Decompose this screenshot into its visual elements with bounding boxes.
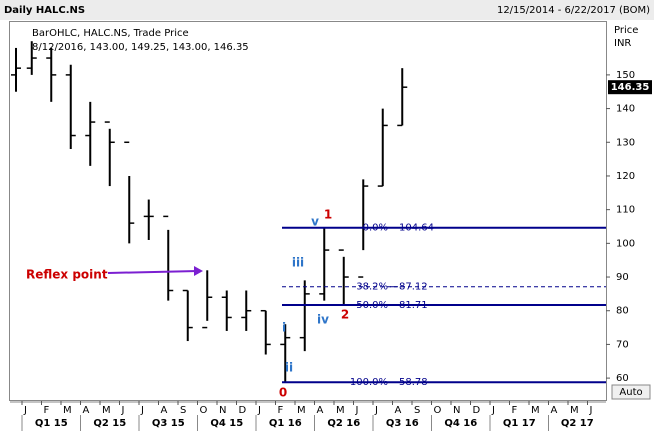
x-tick-label: J bbox=[355, 405, 359, 416]
x-tick-label: D bbox=[473, 405, 481, 416]
y-tick-label: 140 bbox=[616, 104, 635, 115]
fib-value: 81.71 bbox=[399, 300, 428, 311]
quarter-label: Q3 15 bbox=[152, 418, 185, 429]
auto-button-label[interactable]: Auto bbox=[619, 387, 642, 398]
y-axis-label: INR bbox=[614, 38, 631, 49]
wave-label: 0 bbox=[279, 386, 287, 400]
x-tick-label: J bbox=[140, 405, 144, 416]
y-axis-label: Price bbox=[614, 25, 638, 36]
x-tick-label: J bbox=[121, 405, 125, 416]
quarter-label: Q2 15 bbox=[93, 418, 126, 429]
x-tick-label: M bbox=[297, 405, 306, 416]
x-tick-label: A bbox=[161, 405, 168, 416]
x-tick-label: J bbox=[23, 405, 27, 416]
x-tick-label: F bbox=[512, 405, 518, 416]
x-tick-label: A bbox=[551, 405, 558, 416]
last-price-box bbox=[608, 80, 652, 95]
fib-value: 58.78 bbox=[399, 377, 428, 388]
wave-label: v bbox=[311, 215, 319, 229]
quarter-label: Q3 16 bbox=[386, 418, 419, 429]
fib-level-label: 38.2% bbox=[356, 282, 388, 293]
x-tick-label: D bbox=[239, 405, 247, 416]
x-tick-label: F bbox=[278, 405, 284, 416]
reflex-arrowhead bbox=[194, 266, 203, 276]
header-bar bbox=[0, 0, 654, 20]
y-tick-label: 150 bbox=[616, 70, 635, 81]
fib-value: 104.64 bbox=[399, 223, 434, 234]
quarter-label: Q1 15 bbox=[35, 418, 68, 429]
x-tick-label: O bbox=[434, 405, 442, 416]
quarter-label: Q1 16 bbox=[269, 418, 302, 429]
quarter-label: Q4 16 bbox=[444, 418, 477, 429]
wave-label: iv bbox=[317, 313, 329, 327]
fib-level-label: 50.0% bbox=[356, 300, 388, 311]
y-tick-label: 130 bbox=[616, 137, 635, 148]
x-tick-label: M bbox=[531, 405, 540, 416]
y-tick-label: 100 bbox=[616, 238, 635, 249]
quarter-label: Q2 16 bbox=[327, 418, 360, 429]
wave-label: 2 bbox=[341, 308, 349, 322]
reflex-arrow bbox=[107, 270, 199, 274]
legend-line: BarOHLC, HALC.NS, Trade Price bbox=[32, 28, 189, 39]
y-tick-label: 80 bbox=[616, 306, 629, 317]
x-tick-label: J bbox=[374, 405, 378, 416]
quarter-label: Q1 17 bbox=[503, 418, 536, 429]
x-tick-label: O bbox=[200, 405, 208, 416]
y-tick-label: 90 bbox=[616, 272, 629, 283]
date-range: 12/15/2014 - 6/22/2017 (BOM) bbox=[497, 5, 650, 16]
x-tick-label: A bbox=[83, 405, 90, 416]
x-tick-label: M bbox=[102, 405, 111, 416]
x-tick-label: N bbox=[453, 405, 460, 416]
chart-title: Daily HALC.NS bbox=[4, 5, 85, 16]
fib-value: 87.12 bbox=[399, 282, 428, 293]
last-price: 146.35 bbox=[611, 82, 650, 93]
x-tick-label: M bbox=[63, 405, 72, 416]
wave-label: 1 bbox=[324, 208, 332, 222]
x-tick-label: N bbox=[219, 405, 226, 416]
y-tick-label: 70 bbox=[616, 339, 629, 350]
wave-label: ii bbox=[285, 361, 293, 375]
wave-label: i bbox=[282, 321, 286, 335]
x-tick-label: F bbox=[44, 405, 50, 416]
fib-level-label: 100.0% bbox=[350, 377, 388, 388]
quarter-label: Q4 15 bbox=[210, 418, 243, 429]
x-tick-label: J bbox=[257, 405, 261, 416]
x-tick-label: M bbox=[336, 405, 345, 416]
fib-level-label: 0.0% bbox=[363, 223, 388, 234]
plot-area bbox=[9, 21, 607, 401]
wave-label: iii bbox=[292, 256, 304, 270]
quarter-label: Q2 17 bbox=[561, 418, 594, 429]
x-tick-label: S bbox=[180, 405, 186, 416]
x-tick-label: J bbox=[491, 405, 495, 416]
x-tick-label: S bbox=[414, 405, 420, 416]
y-tick-label: 120 bbox=[616, 171, 635, 182]
legend-line: 8/12/2016, 143.00, 149.25, 143.00, 146.3… bbox=[32, 42, 249, 53]
x-tick-label: A bbox=[317, 405, 324, 416]
y-tick-label: 60 bbox=[616, 373, 629, 384]
auto-button[interactable] bbox=[611, 384, 651, 400]
x-tick-label: M bbox=[570, 405, 579, 416]
y-tick-label: 110 bbox=[616, 205, 635, 216]
reflex-label: Reflex point bbox=[26, 268, 108, 282]
x-tick-label: A bbox=[395, 405, 402, 416]
x-tick-label: J bbox=[589, 405, 593, 416]
